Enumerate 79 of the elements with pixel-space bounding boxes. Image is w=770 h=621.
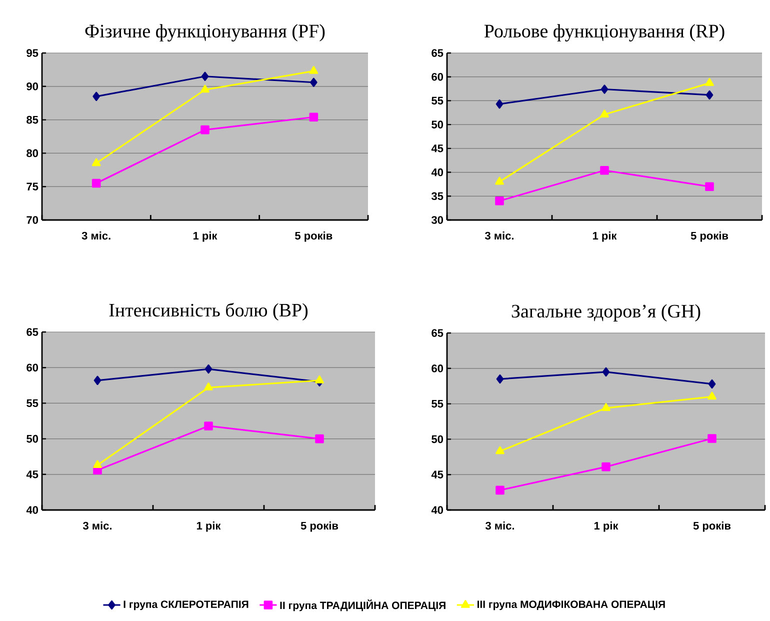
- point: [201, 72, 209, 81]
- y-tick-label: 35: [431, 192, 444, 200]
- y-tick-label: 60: [432, 72, 444, 81]
- point: [708, 434, 716, 443]
- point: [495, 176, 504, 185]
- point: [204, 422, 213, 430]
- y-tick-label: 65: [432, 49, 444, 57]
- point: [600, 84, 608, 94]
- point: [496, 99, 504, 109]
- y-tick-label: 45: [431, 470, 444, 478]
- y-tick-label: 55: [26, 399, 38, 408]
- y-tick-label: 50: [26, 434, 38, 443]
- chart-title: Рольове функціонування (RP): [484, 24, 724, 42]
- point: [706, 90, 714, 100]
- y-tick-label: 65: [26, 328, 38, 336]
- legend-label: ІІІ група МОДИФІКОВАНА ОПЕРАЦІЯ: [477, 600, 665, 610]
- y-tick-label: 30: [431, 216, 444, 224]
- chart-title: Фізичне функціонування (PF): [85, 24, 325, 42]
- x-tick-label: 1 рік: [594, 522, 618, 532]
- y-tick-label: 80: [26, 149, 38, 158]
- x-tick-label: 3 міс.: [485, 522, 514, 530]
- y-tick-label: 50: [432, 120, 444, 128]
- point: [602, 403, 610, 411]
- x-tick-label: 3 міс.: [82, 232, 110, 240]
- y-tick-label: 85: [26, 116, 38, 124]
- x-tick-label: 1 рік: [193, 232, 218, 242]
- point: [200, 84, 210, 93]
- point: [204, 364, 212, 374]
- point: [600, 110, 609, 118]
- point: [496, 446, 504, 454]
- y-tick-label: 40: [431, 168, 444, 176]
- x-tick-label: 1 рік: [592, 232, 617, 242]
- point: [315, 375, 324, 384]
- x-tick-label: 3 міс.: [82, 522, 112, 530]
- legend-label: ІІ група ТРАДИЦІЙНА ОПЕРАЦІЯ: [280, 599, 446, 612]
- point: [315, 434, 324, 444]
- x-tick-label: 5 років: [300, 522, 338, 532]
- y-tick-label: 50: [432, 435, 444, 444]
- point: [92, 178, 101, 188]
- y-tick-label: 75: [26, 182, 38, 190]
- point: [200, 125, 210, 134]
- point: [310, 78, 318, 87]
- y-tick-label: 40: [431, 506, 444, 514]
- chart-title: Інтенсивність болю (BP): [109, 302, 308, 320]
- point: [708, 392, 716, 400]
- point: [708, 379, 716, 389]
- y-tick-label: 45: [26, 470, 38, 478]
- y-tick-label: 45: [431, 144, 444, 152]
- point: [495, 196, 504, 206]
- point: [93, 460, 102, 468]
- point: [705, 182, 714, 191]
- x-tick-label: 3 міс.: [484, 232, 514, 240]
- point: [602, 367, 610, 377]
- point: [204, 382, 213, 390]
- y-tick-label: 40: [26, 506, 38, 514]
- y-tick-label: 70: [26, 216, 38, 224]
- y-tick-label: 60: [432, 364, 444, 372]
- x-tick-label: 1 рік: [196, 522, 221, 532]
- y-tick-label: 95: [26, 49, 38, 57]
- y-tick-label: 65: [432, 329, 444, 337]
- x-tick-label: 5 років: [295, 232, 332, 242]
- point: [309, 66, 318, 74]
- y-tick-label: 90: [26, 82, 38, 90]
- point: [92, 92, 100, 102]
- point: [602, 462, 610, 472]
- point: [309, 112, 318, 122]
- y-tick-label: 55: [432, 96, 444, 105]
- point: [92, 158, 101, 166]
- point: [600, 166, 609, 175]
- point: [705, 78, 714, 86]
- point: [496, 374, 504, 384]
- legend-label: І група СКЛЕРОТЕРАПІЯ: [124, 600, 248, 610]
- chart-title: Загальне здоров’я (GH): [512, 304, 700, 322]
- point: [496, 486, 504, 495]
- y-tick-label: 55: [432, 400, 444, 408]
- x-tick-label: 5 років: [690, 232, 728, 242]
- x-tick-label: 5 років: [693, 522, 731, 532]
- point: [94, 376, 102, 386]
- y-tick-label: 60: [26, 364, 38, 372]
